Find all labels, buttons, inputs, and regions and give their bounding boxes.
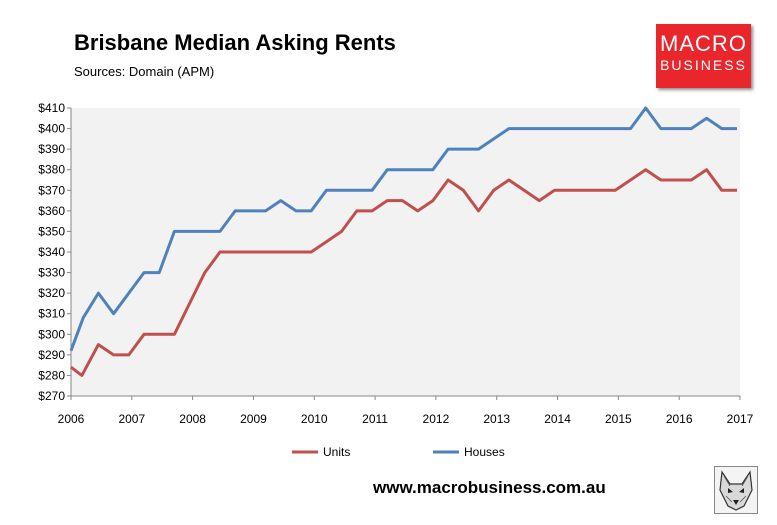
macrobusiness-logo[interactable]: MACRO BUSINESS: [656, 24, 751, 88]
y-tick-label: $310: [38, 307, 65, 321]
x-tick-label: 2008: [179, 412, 206, 426]
y-axis-ticks: $270 $280 $290 $300 $310 $320 $330 $340 $350 $360…: [38, 101, 71, 403]
y-tick-label: $340: [38, 245, 65, 259]
x-tick-label: 2015: [605, 412, 632, 426]
y-tick-label: $390: [38, 142, 65, 156]
y-tick-label: $410: [38, 101, 65, 115]
y-tick-label: $400: [38, 122, 65, 136]
y-tick-label: $370: [38, 183, 65, 197]
x-tick-label: 2011: [362, 412, 388, 426]
chart-subtitle: Sources: Domain (APM): [74, 64, 215, 79]
x-tick-label: 2017: [727, 412, 754, 426]
x-tick-label: 2014: [544, 412, 571, 426]
series-line-units: [70, 168, 737, 377]
y-tick-label: $330: [38, 266, 65, 280]
legend-label-houses: Houses: [464, 445, 505, 459]
logo-line-1: MACRO: [660, 31, 747, 56]
legend-label-units: Units: [323, 445, 350, 459]
series-line-houses: [69, 106, 737, 352]
y-tick-label: $320: [38, 286, 65, 300]
x-tick-label: 2012: [423, 412, 450, 426]
y-tick-label: $280: [38, 368, 65, 382]
x-tick-label: 2010: [301, 412, 328, 426]
x-tick-label: 2006: [58, 412, 85, 426]
x-axis-ticks: 2006 2007 2008 2009 2010 2011 2012 2013 2014 2015…: [58, 396, 754, 426]
x-tick-label: 2013: [483, 412, 510, 426]
logo-line-2: BUSINESS: [660, 57, 747, 73]
y-tick-label: $350: [38, 224, 65, 238]
wolf-icon: [714, 466, 758, 514]
plot-area: [71, 108, 740, 396]
y-tick-label: $360: [38, 204, 65, 218]
y-tick-label: $290: [38, 348, 65, 362]
legend: Units Houses: [292, 445, 505, 459]
x-tick-label: 2016: [666, 412, 693, 426]
y-tick-label: $300: [38, 327, 65, 341]
y-tick-label: $270: [38, 389, 65, 403]
y-tick-label: $380: [38, 163, 65, 177]
website-url[interactable]: www.macrobusiness.com.au: [373, 478, 606, 497]
x-tick-label: 2009: [240, 412, 267, 426]
chart-title: Brisbane Median Asking Rents: [74, 30, 396, 55]
x-tick-label: 2007: [118, 412, 145, 426]
series-lines: [69, 106, 737, 377]
